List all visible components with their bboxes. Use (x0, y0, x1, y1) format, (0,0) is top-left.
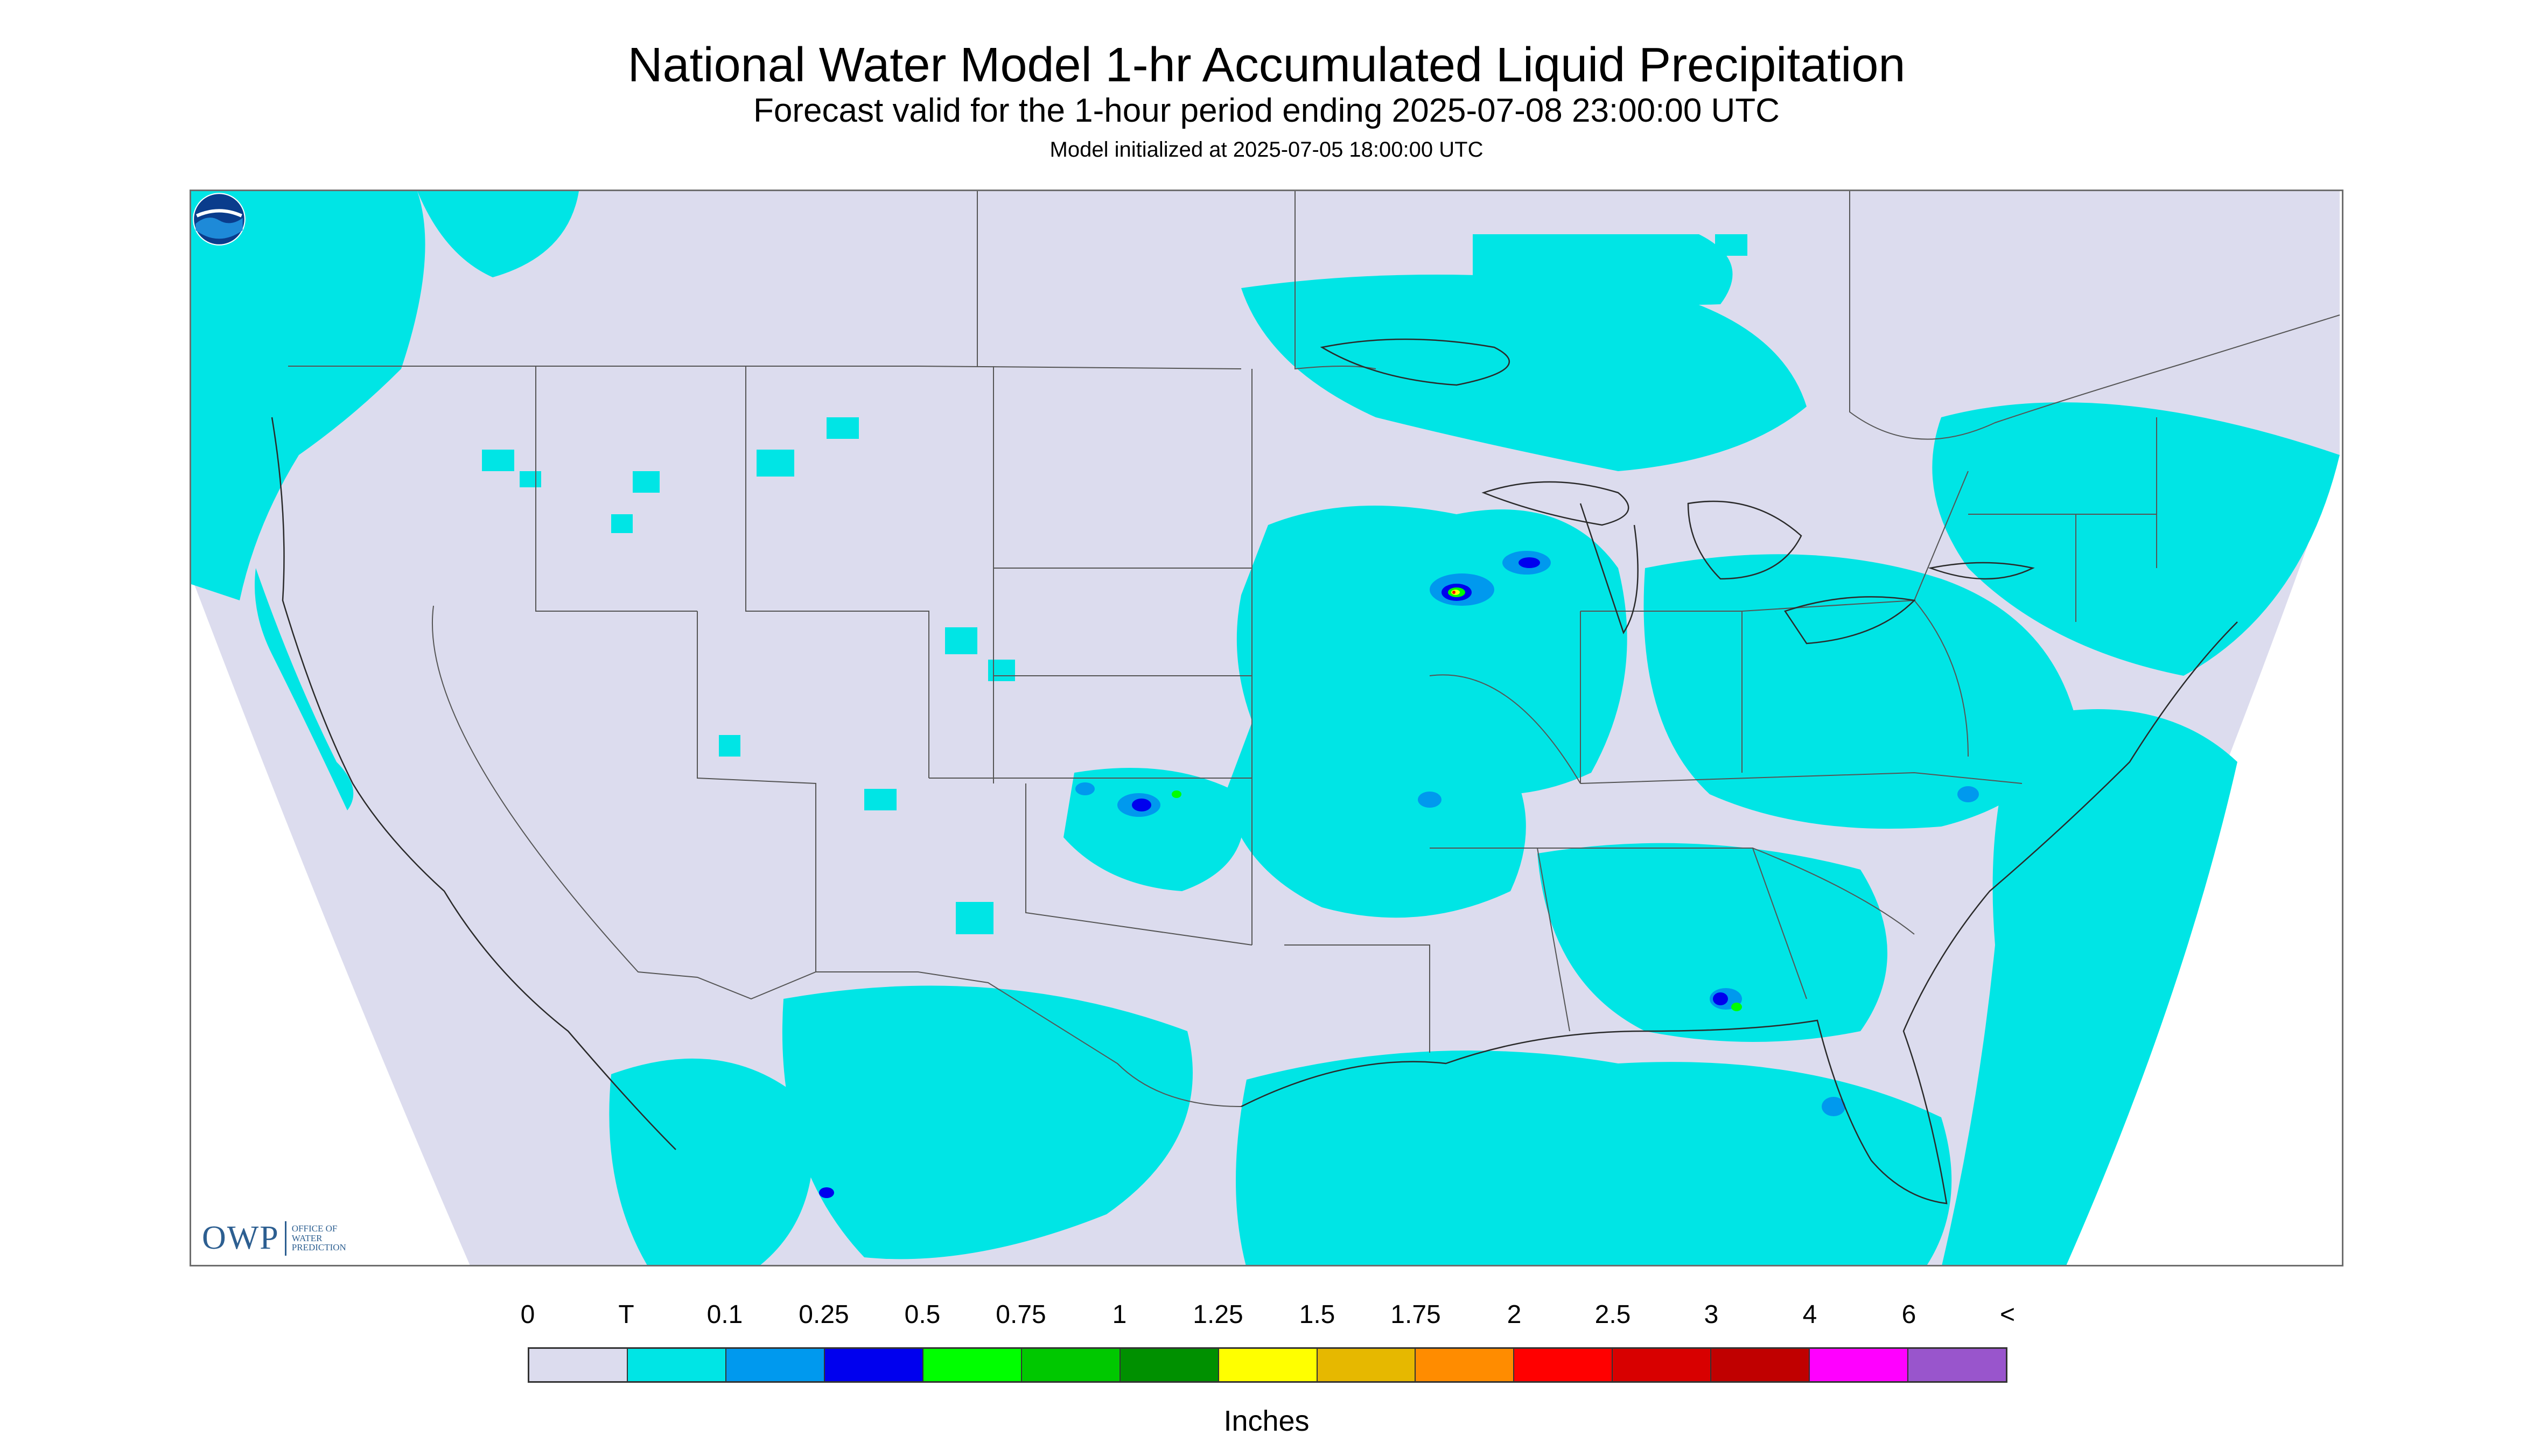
legend-swatch (1317, 1349, 1416, 1381)
noaa-logo (193, 193, 246, 246)
legend-label: 0.25 (799, 1300, 849, 1329)
political-boundaries (288, 191, 2340, 1107)
legend-label: 2.5 (1594, 1300, 1631, 1329)
legend-colorbar (528, 1347, 2007, 1383)
legend-label: 0.5 (904, 1300, 941, 1329)
legend-swatch (1416, 1349, 1515, 1381)
model-init-line: Model initialized at 2025-07-05 18:00:00… (1049, 138, 1484, 162)
forecast-valid-line: Forecast valid for the 1-hour period end… (753, 92, 1780, 129)
map-title: National Water Model 1-hr Accumulated Li… (627, 38, 1906, 92)
legend-label: 2 (1507, 1300, 1522, 1329)
legend-swatch (1120, 1349, 1219, 1381)
legend-swatch (627, 1349, 726, 1381)
legend-label: 1 (1112, 1300, 1127, 1329)
legend-label: 0.1 (706, 1300, 743, 1329)
legend-label: 4 (1802, 1300, 1817, 1329)
owp-mark: OWP (202, 1220, 279, 1256)
legend-label: 1.25 (1193, 1300, 1243, 1329)
legend-label: T (618, 1300, 634, 1329)
legend-swatch (1219, 1349, 1318, 1381)
owp-text: Office of Water Prediction (291, 1223, 346, 1253)
owp-logo: OWP Office of Water Prediction (202, 1219, 346, 1257)
legend-label: 0.75 (996, 1300, 1046, 1329)
precipitation-map: OWP Office of Water Prediction (190, 190, 2343, 1266)
legend-labels: 0 T 0.1 0.25 0.5 0.75 1 1.25 1.5 1.75 2 … (0, 1302, 2533, 1334)
legend-label: 0 (520, 1300, 535, 1329)
legend-label: 1.75 (1390, 1300, 1441, 1329)
legend-swatch (1514, 1349, 1613, 1381)
legend-units: Inches (1223, 1405, 1310, 1437)
legend-swatch (726, 1349, 825, 1381)
legend-swatch (529, 1349, 628, 1381)
legend-swatch (1711, 1349, 1810, 1381)
legend-label: < (1999, 1300, 2016, 1329)
legend-label: 3 (1704, 1300, 1719, 1329)
legend-swatch (1908, 1349, 2006, 1381)
map-canvas (191, 191, 2340, 1265)
legend-swatch (1613, 1349, 1712, 1381)
coastlines (271, 338, 2238, 1205)
red-cells (1452, 591, 1456, 594)
trace-precip-areas (191, 191, 2340, 1265)
legend-swatch (824, 1349, 923, 1381)
legend-swatch (923, 1349, 1022, 1381)
legend-swatch (1021, 1349, 1121, 1381)
legend-swatch (1810, 1349, 1909, 1381)
legend-label: 1.5 (1299, 1300, 1335, 1329)
legend-label: 6 (1901, 1300, 1916, 1329)
